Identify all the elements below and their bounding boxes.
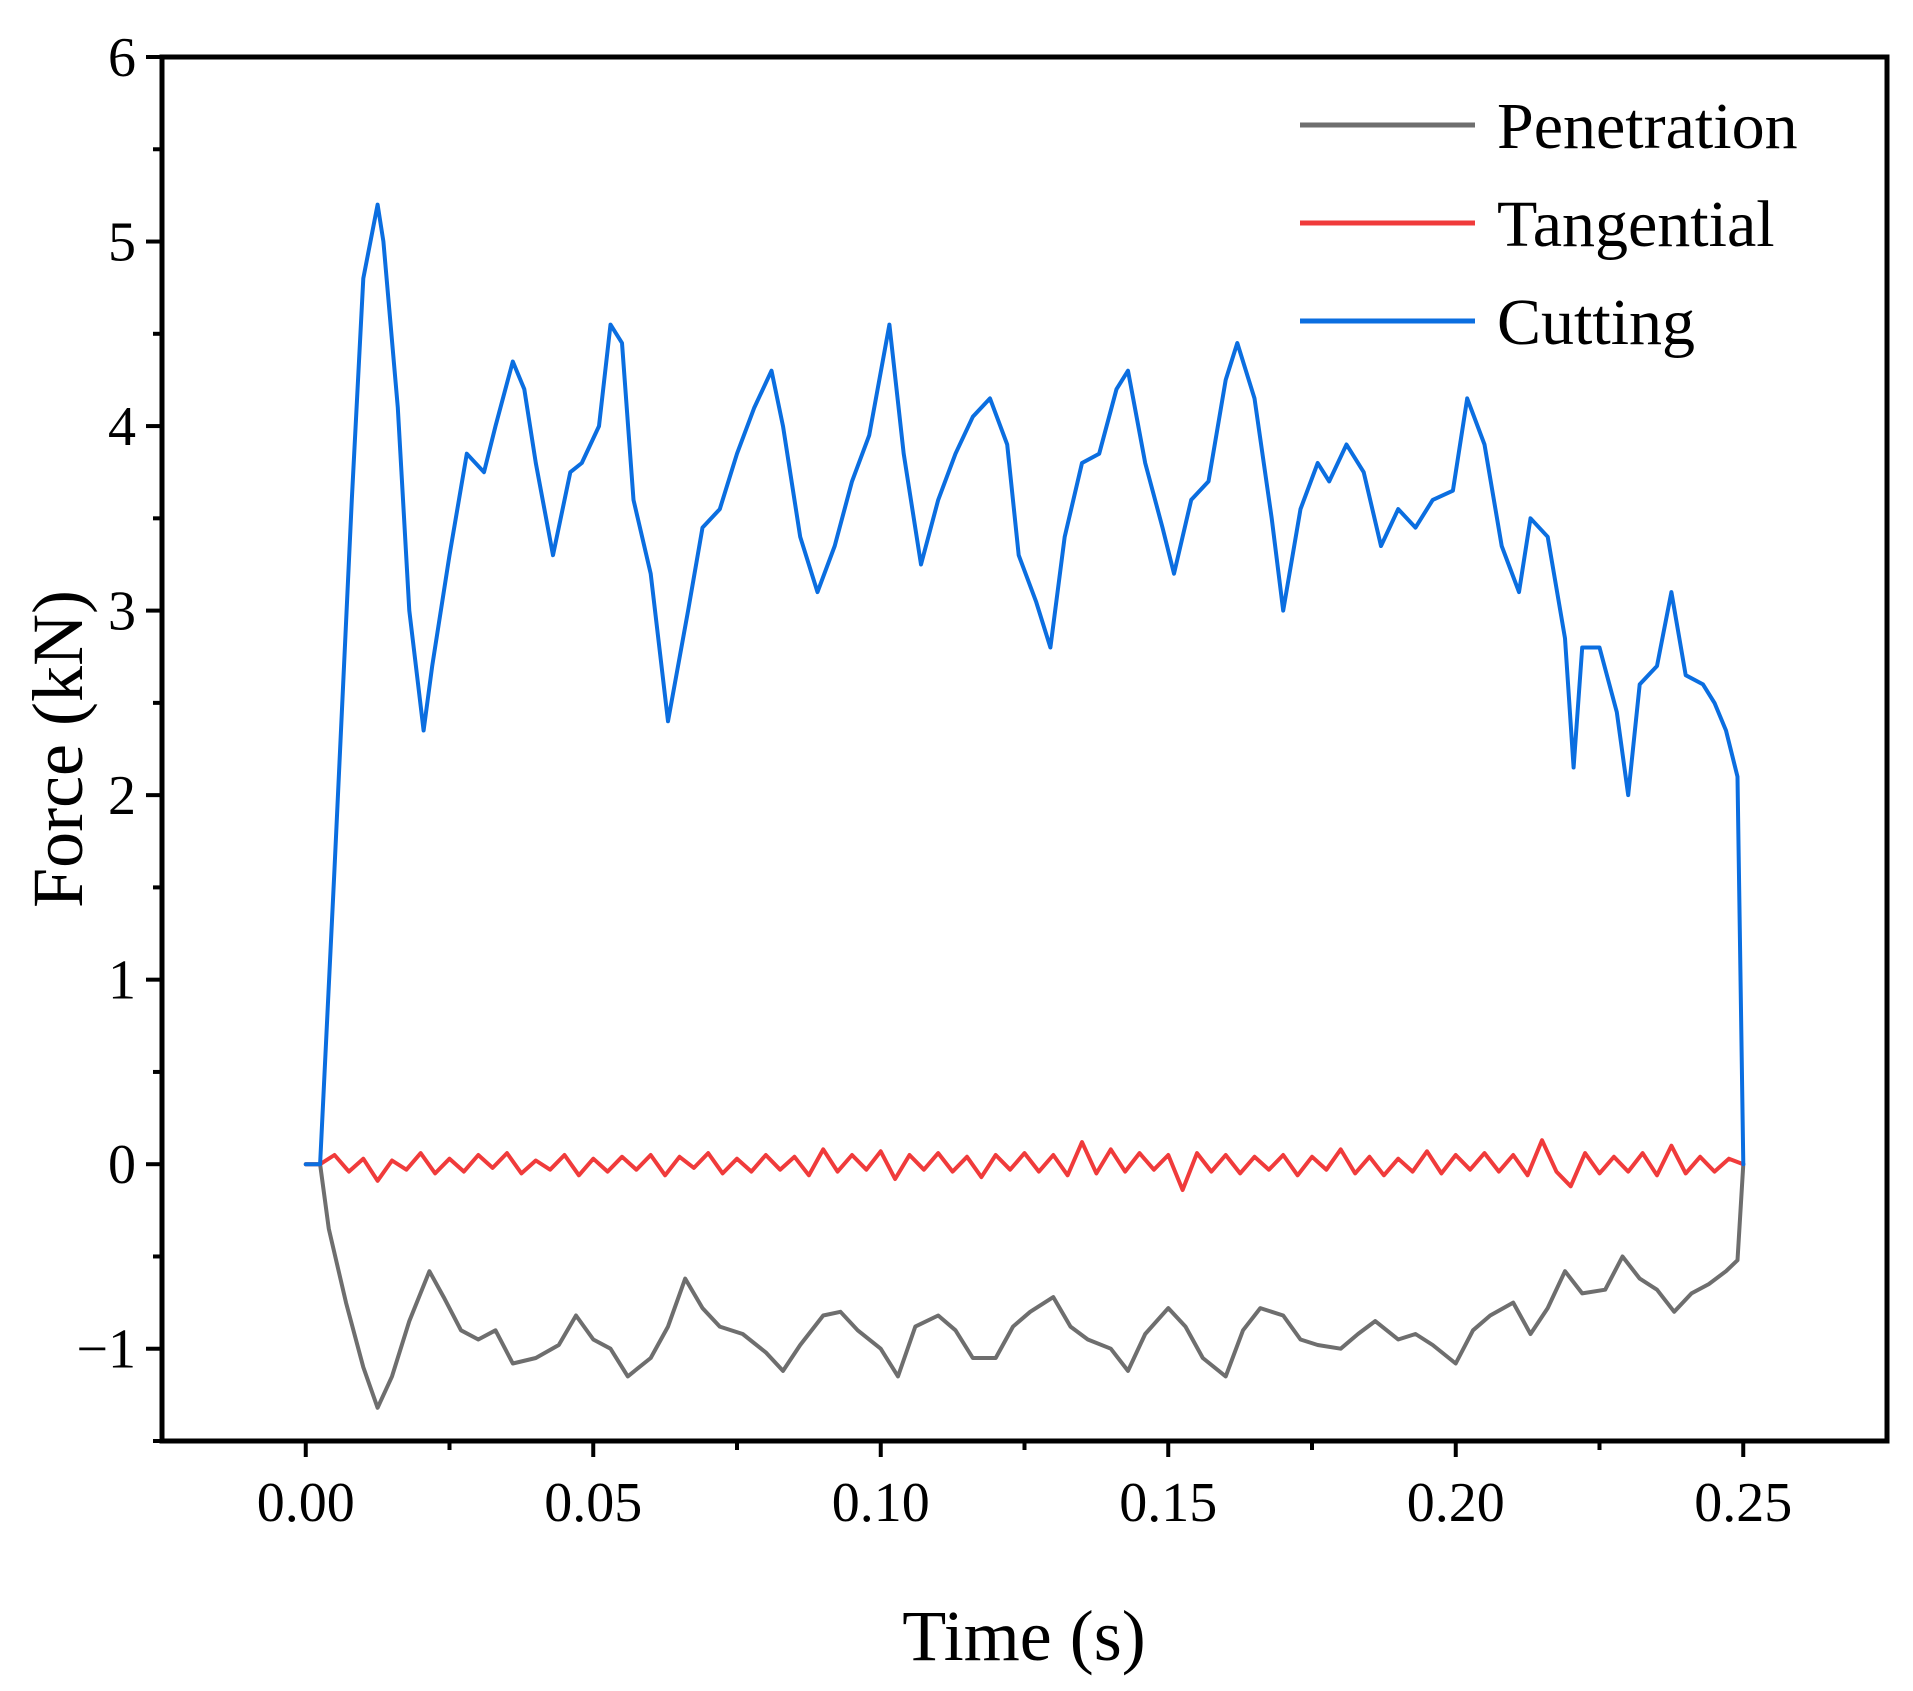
series-line-cutting [303,202,1746,1167]
x-tick-label: 0.25 [1694,1472,1792,1534]
plot-frame [159,54,1890,1444]
legend: Penetration Tangential Cutting [1300,90,1798,359]
legend-label-tangential: Tangential [1497,188,1775,261]
x-tick-label: 0.10 [832,1472,930,1534]
y-tick-label: 2 [108,765,136,827]
tick-layer: 0.00 0.05 0.10 0.15 0.20 0.25 −1 0 1 2 3 4 5 6 [76,27,1792,1534]
y-axis-label: Force (kN) [18,590,98,908]
y-tick-label: 3 [108,581,136,643]
x-tick-label: 0.05 [544,1472,642,1534]
legend-label-penetration: Penetration [1497,90,1798,163]
y-tick-label: −1 [76,1319,136,1381]
y-tick-label: 4 [108,396,136,458]
y-tick-label: 0 [108,1134,136,1196]
y-tick-label: 1 [108,950,136,1012]
legend-label-cutting: Cutting [1497,286,1695,359]
x-tick-label: 0.00 [257,1472,355,1534]
y-tick-label: 5 [108,212,136,274]
series-line-tangential [303,1138,1746,1192]
series-layer [303,202,1746,1410]
x-tick-label: 0.15 [1119,1472,1217,1534]
series-line-penetration [303,1162,1746,1410]
x-tick-label: 0.20 [1407,1472,1505,1534]
y-tick-label: 6 [108,27,136,89]
x-axis-label: Time (s) [902,1596,1145,1676]
